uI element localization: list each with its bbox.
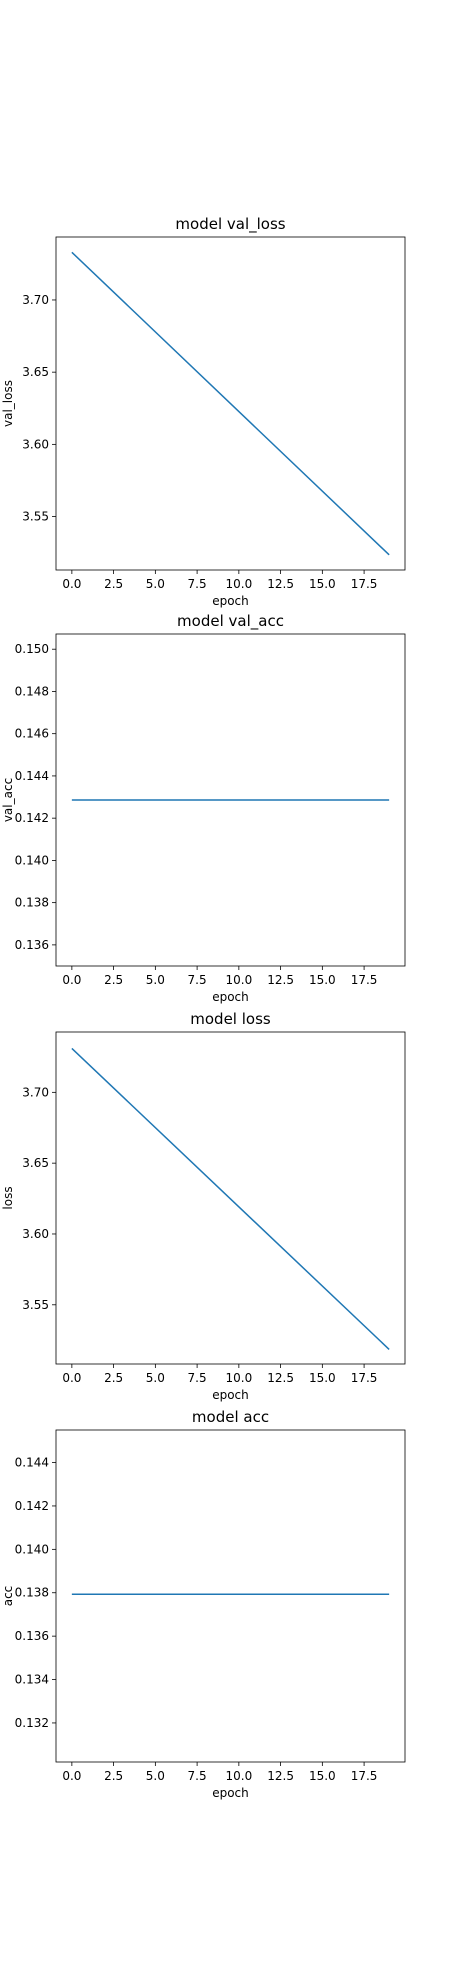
x-tick-label: 10.0 — [225, 1371, 252, 1385]
x-tick-label: 15.0 — [309, 1769, 336, 1783]
y-tick-label: 0.142 — [15, 1499, 49, 1513]
x-tick-label: 12.5 — [267, 577, 294, 591]
series-line — [71, 1047, 390, 1350]
y-tick-label: 3.65 — [22, 1156, 49, 1170]
x-tick-label: 17.5 — [351, 973, 378, 987]
x-tick-label: 2.5 — [104, 1371, 123, 1385]
x-tick-label: 5.0 — [146, 1769, 165, 1783]
x-tick-label: 10.0 — [225, 973, 252, 987]
y-axis-label: val_acc — [1, 778, 15, 822]
y-tick-label: 0.142 — [15, 811, 49, 825]
axes-frame — [55, 1429, 406, 1763]
y-tick-label: 0.144 — [15, 769, 49, 783]
x-tick-label: 2.5 — [104, 973, 123, 987]
x-tick-label: 5.0 — [146, 1371, 165, 1385]
x-tick-label: 12.5 — [267, 1769, 294, 1783]
x-tick-label: 7.5 — [188, 1769, 207, 1783]
x-tick-label: 7.5 — [188, 1371, 207, 1385]
y-tick-label: 0.132 — [15, 1716, 49, 1730]
y-tick-label: 0.140 — [15, 1542, 49, 1556]
x-tick-label: 17.5 — [351, 577, 378, 591]
y-tick-label: 3.65 — [22, 365, 49, 379]
y-axis-label: val_loss — [1, 380, 15, 427]
x-tick-label: 15.0 — [309, 1371, 336, 1385]
chart-title: model val_acc — [177, 612, 284, 631]
y-tick-label: 3.55 — [22, 1298, 49, 1312]
y-tick-label: 3.60 — [22, 437, 49, 451]
axes-frame — [55, 1031, 406, 1365]
y-tick-label: 3.70 — [22, 1085, 49, 1099]
y-tick-label: 0.148 — [15, 684, 49, 698]
x-axis-label: epoch — [212, 990, 249, 1004]
x-axis-label: epoch — [212, 594, 249, 608]
y-tick-label: 3.70 — [22, 293, 49, 307]
y-tick-label: 0.150 — [15, 642, 49, 656]
chart-title: model acc — [192, 1408, 269, 1426]
axes-frame — [55, 236, 406, 571]
y-axis-label: loss — [1, 1186, 15, 1209]
x-axis-label: epoch — [212, 1388, 249, 1402]
x-tick-label: 0.0 — [62, 973, 81, 987]
y-tick-label: 0.144 — [15, 1456, 49, 1470]
axes-frame — [55, 633, 406, 967]
y-tick-label: 3.60 — [22, 1227, 49, 1241]
x-tick-label: 7.5 — [188, 973, 207, 987]
y-tick-label: 3.55 — [22, 510, 49, 524]
x-tick-label: 2.5 — [104, 1769, 123, 1783]
x-tick-label: 12.5 — [267, 973, 294, 987]
y-axis-label: acc — [1, 1586, 15, 1607]
x-tick-label: 5.0 — [146, 973, 165, 987]
y-tick-label: 0.136 — [15, 1629, 49, 1643]
chart-title: model loss — [190, 1010, 271, 1028]
y-tick-label: 0.140 — [15, 853, 49, 867]
x-tick-label: 0.0 — [62, 1371, 81, 1385]
x-tick-label: 12.5 — [267, 1371, 294, 1385]
y-tick-label: 0.138 — [15, 1586, 49, 1600]
x-tick-label: 2.5 — [104, 577, 123, 591]
x-tick-label: 10.0 — [225, 577, 252, 591]
x-tick-label: 17.5 — [351, 1769, 378, 1783]
x-tick-label: 15.0 — [309, 973, 336, 987]
chart-title: model val_loss — [175, 215, 285, 234]
x-tick-label: 0.0 — [62, 577, 81, 591]
y-tick-label: 0.146 — [15, 727, 49, 741]
x-axis-label: epoch — [212, 1786, 249, 1800]
series-line — [71, 251, 390, 556]
x-tick-label: 17.5 — [351, 1371, 378, 1385]
y-tick-label: 0.138 — [15, 896, 49, 910]
x-tick-label: 0.0 — [62, 1769, 81, 1783]
y-tick-label: 0.136 — [15, 938, 49, 952]
x-tick-label: 5.0 — [146, 577, 165, 591]
y-tick-label: 0.134 — [15, 1673, 49, 1687]
x-tick-label: 10.0 — [225, 1769, 252, 1783]
x-tick-label: 7.5 — [188, 577, 207, 591]
x-tick-label: 15.0 — [309, 577, 336, 591]
